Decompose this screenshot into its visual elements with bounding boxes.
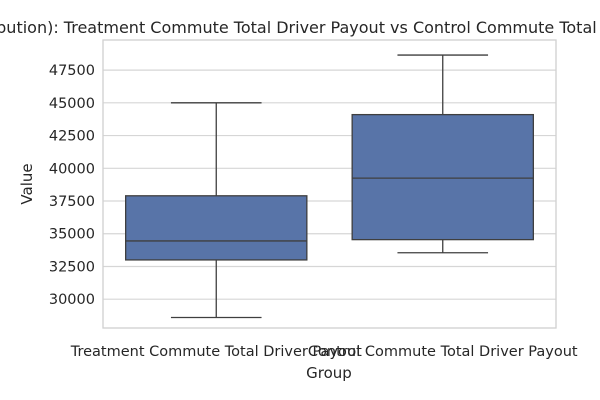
box <box>351 113 534 241</box>
y-tick-label: 40000 <box>49 161 95 177</box>
x-tick-label: Treatment Commute Total Driver Payout <box>70 344 362 360</box>
box <box>125 195 308 261</box>
y-tick-label: 35000 <box>49 227 95 243</box>
y-axis-label: Value <box>18 163 36 204</box>
y-tick-label: 47500 <box>49 63 95 79</box>
y-tick-label: 45000 <box>49 96 95 112</box>
x-tick-labels: Treatment Commute Total Driver PayoutCon… <box>70 344 578 360</box>
x-tick-label: Control Commute Total Driver Payout <box>308 344 578 360</box>
chart-title: (Distribution): Treatment Commute Total … <box>0 18 600 37</box>
y-tick-label: 32500 <box>49 259 95 275</box>
y-tick-label: 42500 <box>49 129 95 145</box>
x-axis-label: Group <box>306 364 352 382</box>
y-tick-labels: 30000 32500 35000 37500 40000 42500 45000 47500 <box>49 63 95 308</box>
plot-frame <box>102 39 557 329</box>
y-tick-label: 30000 <box>49 292 95 308</box>
y-tick-label: 37500 <box>49 194 95 210</box>
plot-area <box>125 54 534 319</box>
